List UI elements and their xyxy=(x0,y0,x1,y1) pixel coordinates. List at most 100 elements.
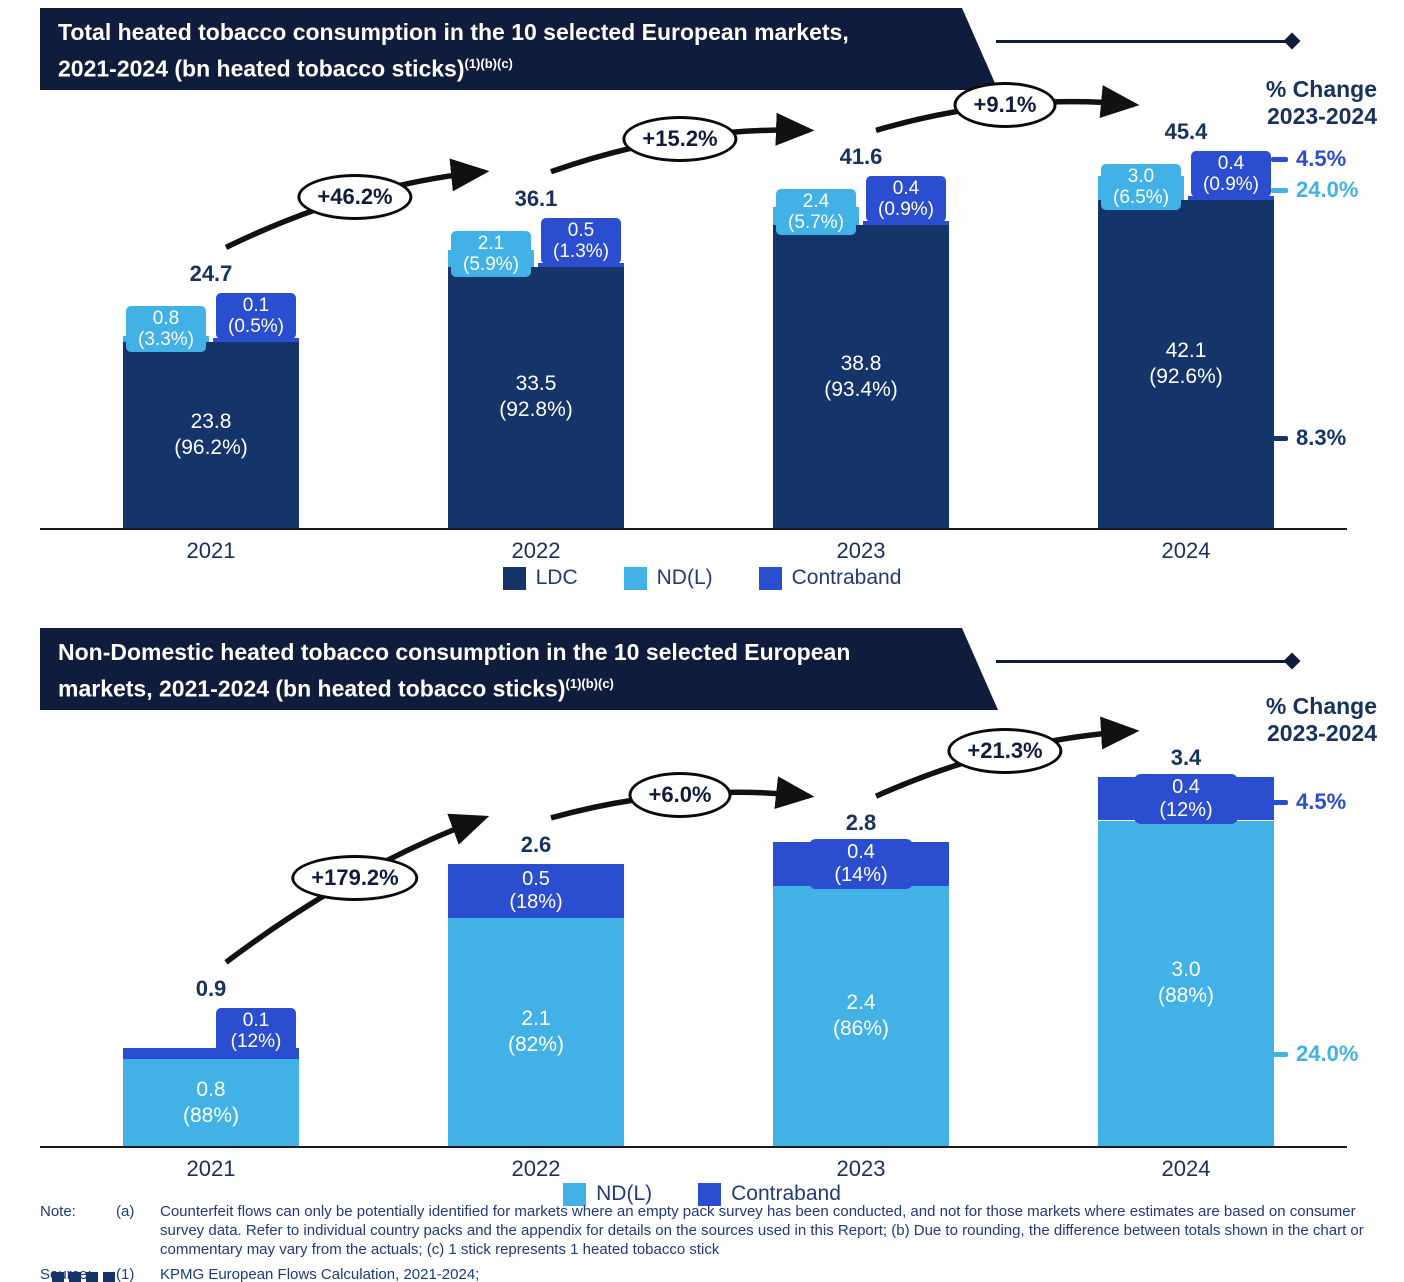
legend-label-ndl-2: ND(L) xyxy=(596,1182,653,1205)
x-tick-label-2024: 2024 xyxy=(1161,538,1211,563)
chart2-banner-rule xyxy=(996,660,1288,663)
chart2-legend-item-ndl: ND(L) xyxy=(563,1182,652,1206)
footer-squares xyxy=(52,1272,115,1282)
chart2-title-line1: Non-Domestic heated tobacco consumption … xyxy=(58,639,851,665)
cap-label-contraband-2022: 0.5 (18%) xyxy=(484,866,588,917)
bar-ndl-2022: 2.1 (82%) xyxy=(448,918,624,1146)
callout-contraband-2021: 0.1 (12%) xyxy=(216,1008,296,1055)
chart1-tick-contraband xyxy=(1271,157,1288,162)
x-tick-label-2022: 2022 xyxy=(511,538,561,563)
x-tick-label-2023: 2023 xyxy=(836,538,886,563)
footer-square xyxy=(86,1272,98,1282)
chart2-tick-contraband xyxy=(1271,800,1288,805)
total-label2-2021: 0.9 xyxy=(195,976,227,1002)
chart1-x-axis xyxy=(40,528,1347,530)
bar-label-ldc-2024: 42.1 (92.6%) xyxy=(1149,338,1223,388)
chart1-pct-change-header: % Change 2023-2024 xyxy=(1265,76,1377,129)
footnotes: Note: (a) Counterfeit flows can only be … xyxy=(40,1202,1370,1282)
chart1-title-banner: Total heated tobacco consumption in the … xyxy=(40,8,998,90)
chart2-title-banner: Non-Domestic heated tobacco consumption … xyxy=(40,628,998,710)
bar-ldc-2022: 33.5 (92.8%) xyxy=(448,266,624,528)
chart1-legend-item-ndl: ND(L) xyxy=(623,566,713,590)
segment-contraband-2024 xyxy=(1188,195,1274,200)
callout-contraband-2021: 0.1 (0.5%) xyxy=(216,293,296,340)
x-tick-label2-2021: 2021 xyxy=(186,1156,236,1181)
chart2-x-axis xyxy=(40,1146,1347,1148)
chart1-legend: LDC ND(L) Contraband xyxy=(0,566,1404,590)
segment-contraband-2023 xyxy=(863,221,949,226)
legend-swatch-contraband xyxy=(758,566,782,590)
chart2-pct-change-ndl: 24.0% xyxy=(1296,1041,1359,1066)
footer-square xyxy=(52,1272,64,1282)
legend-swatch-contraband-2 xyxy=(698,1182,722,1206)
total-label-2022: 36.1 xyxy=(514,185,558,211)
chart2-legend: ND(L) Contraband xyxy=(0,1182,1404,1206)
legend-swatch-ndl xyxy=(623,566,647,590)
bar-label-ldc-2022: 33.5 (92.8%) xyxy=(499,372,573,422)
callout-contraband-2024: 0.4 (0.9%) xyxy=(1191,150,1271,197)
total-label2-2024: 3.4 xyxy=(1170,745,1202,771)
bar-label-ndl-2022: 2.1 (82%) xyxy=(507,1007,565,1057)
legend-label-ldc: LDC xyxy=(535,566,578,589)
note-text: Counterfeit flows can only be potentiall… xyxy=(160,1203,1364,1258)
chart1-legend-item-contraband: Contraband xyxy=(758,566,902,590)
chart2-pct-change-header: % Change 2023-2024 xyxy=(1265,693,1377,746)
chart1-pct-change-ldc: 8.3% xyxy=(1296,425,1347,450)
chart1-legend-item-ldc: LDC xyxy=(502,566,578,590)
x-tick-label2-2023: 2023 xyxy=(836,1156,886,1181)
bar-ndl-2023: 2.4 (86%) xyxy=(773,885,949,1146)
callout-ndl-2024: 3.0 (6.5%) xyxy=(1101,163,1181,210)
legend-swatch-ndl-2 xyxy=(563,1182,587,1206)
bar-label-ndl-2021: 0.8 (88%) xyxy=(182,1077,240,1127)
bar-ndl-2024: 3.0 (88%) xyxy=(1098,820,1274,1146)
segment-contraband-2021 xyxy=(213,338,299,343)
bar-ldc-2023: 38.8 (93.4%) xyxy=(773,225,949,528)
chart2-tick-ndl xyxy=(1271,1052,1288,1057)
total-label-2021: 24.7 xyxy=(189,261,233,287)
bar-label-ndl-2023: 2.4 (86%) xyxy=(832,990,890,1040)
bar-label-ldc-2021: 23.8 (96.2%) xyxy=(174,410,248,460)
x-tick-label2-2024: 2024 xyxy=(1161,1156,1211,1181)
bar-label-ldc-2023: 38.8 (93.4%) xyxy=(824,351,898,401)
source-text: KPMG European Flows Calculation, 2021-20… xyxy=(160,1266,480,1282)
note-marker: (a) xyxy=(116,1203,135,1220)
note-label: Note: xyxy=(40,1203,76,1220)
legend-label-contraband-2: Contraband xyxy=(731,1182,841,1205)
x-tick-label2-2022: 2022 xyxy=(511,1156,561,1181)
source-row: Source: (1) KPMG European Flows Calculat… xyxy=(40,1265,1370,1282)
cap-label-contraband-2023: 0.4 (14%) xyxy=(809,838,913,889)
legend-label-contraband: Contraband xyxy=(791,566,902,589)
callout-ndl-2021: 0.8 (3.3%) xyxy=(126,306,206,353)
note-row: Note: (a) Counterfeit flows can only be … xyxy=(40,1202,1370,1259)
chart1-banner-rule xyxy=(996,40,1288,43)
chart1-title-line2: 2021-2024 (bn heated tobacco sticks)(1)(… xyxy=(58,55,513,82)
total-label-2024: 45.4 xyxy=(1164,118,1208,144)
bar-ldc-2021: 23.8 (96.2%) xyxy=(123,342,299,528)
callout-contraband-2023: 0.4 (0.9%) xyxy=(866,176,946,223)
legend-swatch-ldc xyxy=(502,566,526,590)
chart1-tick-ndl xyxy=(1271,188,1288,193)
total-label2-2023: 2.8 xyxy=(845,810,877,836)
chart1-title-line1: Total heated tobacco consumption in the … xyxy=(58,19,849,45)
source-marker: (1) xyxy=(116,1266,135,1282)
chart2-legend-item-contraband: Contraband xyxy=(698,1182,841,1206)
bar-label-ndl-2024: 3.0 (88%) xyxy=(1157,958,1215,1008)
segment-contraband-2022 xyxy=(538,262,624,267)
callout-ndl-2023: 2.4 (5.7%) xyxy=(776,189,856,236)
total-label-2023: 41.6 xyxy=(839,144,883,170)
bar-ldc-2024: 42.1 (92.6%) xyxy=(1098,199,1274,528)
legend-label-ndl: ND(L) xyxy=(656,566,713,589)
footer-square xyxy=(69,1272,81,1282)
bar-ndl-2021: 0.8 (88%) xyxy=(123,1059,299,1146)
chart1-pct-change-ndl: 24.0% xyxy=(1296,177,1359,202)
chart2-footnote-markers: (1)(b)(c) xyxy=(565,676,614,691)
total-label2-2022: 2.6 xyxy=(520,831,552,857)
chart1-footnote-markers: (1)(b)(c) xyxy=(464,56,513,71)
cap-label-contraband-2024: 0.4 (12%) xyxy=(1134,773,1238,824)
footer-square xyxy=(103,1272,115,1282)
chart1-pct-change-contraband: 4.5% xyxy=(1296,146,1347,171)
chart2-pct-change-contraband: 4.5% xyxy=(1296,789,1347,814)
x-tick-label-2021: 2021 xyxy=(186,538,236,563)
